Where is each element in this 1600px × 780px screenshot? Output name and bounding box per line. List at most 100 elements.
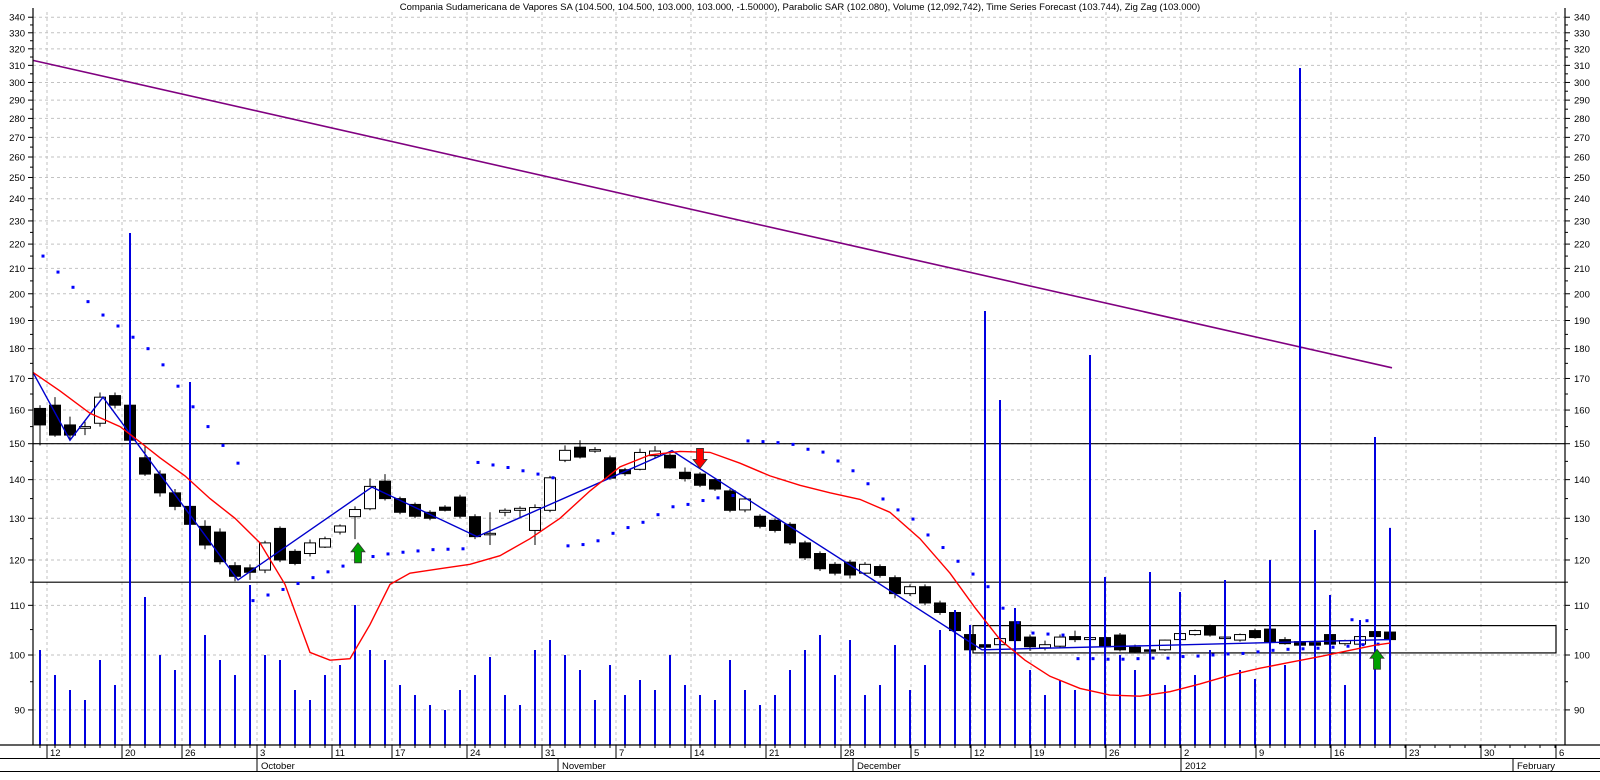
volume-bars	[39, 67, 1391, 745]
y-axis-label-right: 90	[1574, 705, 1585, 716]
sar-dot	[1091, 657, 1095, 661]
sar-dot	[881, 497, 885, 501]
y-axis-label-left: 160	[9, 406, 25, 417]
x-axis-date-label: 17	[395, 748, 406, 759]
sar-dot	[251, 599, 255, 603]
y-axis-label-left: 120	[9, 555, 25, 566]
y-axis-label-right: 140	[1574, 475, 1590, 486]
y-axis-label-right: 120	[1574, 555, 1590, 566]
trendline	[32, 59, 1393, 369]
y-axis-label-left: 100	[9, 651, 25, 662]
sar-dot	[491, 463, 495, 467]
y-axis-label-left: 90	[14, 705, 25, 716]
y-axis-label-left: 170	[9, 374, 25, 385]
sar-dot	[311, 576, 315, 580]
y-axis-label-left: 210	[9, 264, 25, 275]
candle-up	[1234, 634, 1246, 641]
sar-dot	[176, 384, 180, 388]
sar-dot	[101, 313, 105, 317]
y-axis-label-right: 260	[1574, 153, 1590, 164]
candle-down	[139, 457, 151, 475]
sar-dot	[1031, 631, 1035, 635]
sar-dot	[71, 285, 75, 289]
sar-dot	[326, 570, 330, 574]
y-axis-label-left: 200	[9, 289, 25, 300]
candle-down	[439, 506, 451, 511]
candle-down	[709, 479, 721, 490]
sar-dot	[161, 363, 165, 367]
sar-dot	[1016, 621, 1020, 625]
sar-dot	[806, 447, 810, 451]
zig-zag-line	[32, 372, 1391, 651]
candle-up	[334, 525, 346, 533]
candle-down	[934, 602, 946, 613]
buy-arrow-icon	[1369, 648, 1385, 670]
candle-down	[169, 492, 181, 507]
sar-dot	[1046, 632, 1050, 636]
candle-down	[574, 446, 586, 458]
sar-dot	[671, 505, 675, 509]
candle-down	[799, 542, 811, 559]
sar-dot	[1331, 645, 1335, 649]
time-series-forecast-line	[32, 371, 1391, 697]
y-axis-label-left: 330	[9, 28, 25, 39]
y-axis-label-right: 320	[1574, 44, 1590, 55]
candle-down	[424, 511, 436, 519]
candle-up	[259, 542, 271, 571]
y-axis-label-right: 300	[1574, 78, 1590, 89]
sar-dot	[116, 324, 120, 328]
candle-up	[589, 449, 601, 452]
candle-down	[724, 490, 736, 511]
candle-down	[1069, 636, 1081, 641]
candle-down	[289, 550, 301, 564]
sar-dot	[656, 513, 660, 517]
sar-dot	[341, 564, 345, 568]
sar-dot	[146, 347, 150, 351]
candle-down	[1129, 646, 1141, 653]
y-axis-label-left: 260	[9, 153, 25, 164]
sar-dot	[1151, 656, 1155, 660]
x-axis-date-label: 12	[50, 748, 61, 759]
y-axis-label-left: 250	[9, 173, 25, 184]
x-axis-date-label: 26	[185, 748, 196, 759]
sar-dot	[896, 508, 900, 512]
y-axis-label-right: 340	[1574, 13, 1590, 24]
y-axis-label-left: 190	[9, 316, 25, 327]
x-axis-month-label: October	[261, 761, 295, 772]
candle-down	[1249, 630, 1261, 639]
y-axis-label-left: 270	[9, 133, 25, 144]
candle-down	[664, 454, 676, 469]
sar-dot	[131, 335, 135, 339]
y-axis-label-right: 130	[1574, 514, 1590, 525]
y-axis-label-right: 170	[1574, 374, 1590, 385]
sar-dot	[506, 466, 510, 470]
sar-dot	[281, 587, 285, 591]
candlestick-series	[34, 392, 1396, 658]
chart-title: Compania Sudamericana de Vapores SA (104…	[399, 2, 1201, 13]
y-axis-label-right: 330	[1574, 28, 1590, 39]
candle-down	[784, 523, 796, 544]
sar-dot	[1301, 647, 1305, 651]
sar-dot	[956, 559, 960, 563]
y-axis-label-left: 320	[9, 44, 25, 55]
candle-down	[1204, 625, 1216, 636]
sar-dot	[731, 494, 735, 498]
candle-down	[379, 480, 391, 500]
candle-down	[1024, 636, 1036, 648]
sar-dot	[1346, 644, 1350, 648]
x-axis-date-label: 14	[694, 748, 705, 759]
candle-up	[1054, 636, 1066, 647]
x-axis-month-label: December	[857, 761, 901, 772]
sar-dot	[1076, 657, 1080, 661]
y-axis-label-right: 240	[1574, 194, 1590, 205]
sar-dot	[86, 300, 90, 304]
sar-dot	[1316, 646, 1320, 650]
sar-dot	[641, 520, 645, 524]
sar-dot	[1256, 650, 1260, 654]
sar-dot	[416, 549, 420, 553]
sar-dot	[626, 526, 630, 530]
sar-dot	[1365, 619, 1369, 623]
sar-dot	[236, 461, 240, 465]
sar-dot	[1061, 633, 1065, 637]
